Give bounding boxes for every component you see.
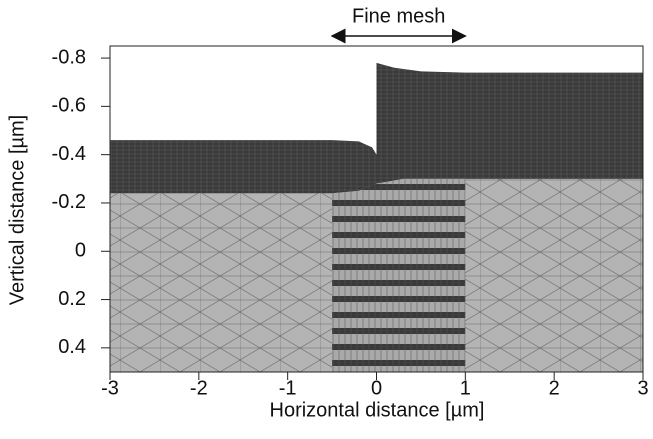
x-tick-label: -2	[190, 377, 208, 399]
y-tick-label: 0.2	[58, 288, 86, 310]
x-tick-label: 0	[371, 377, 382, 399]
y-axis-label: Vertical distance [µm]	[6, 115, 28, 306]
y-tick-label: -0.4	[52, 143, 86, 165]
x-tick-label: 1	[460, 377, 471, 399]
x-tick-label: 3	[637, 377, 648, 399]
y-tick-label: -0.8	[52, 46, 86, 68]
y-tick-label: -0.2	[52, 191, 86, 213]
x-tick-label: 2	[549, 377, 560, 399]
x-axis-label: Horizontal distance [µm]	[270, 399, 485, 421]
annotation-text: Fine mesh	[352, 5, 445, 27]
x-tick-label: -3	[101, 377, 119, 399]
y-tick-label: -0.6	[52, 95, 86, 117]
y-tick-label: 0.4	[58, 336, 86, 358]
y-tick-label: 0	[75, 240, 86, 262]
x-tick-label: -1	[279, 377, 297, 399]
fine-mesh-region	[332, 178, 466, 372]
